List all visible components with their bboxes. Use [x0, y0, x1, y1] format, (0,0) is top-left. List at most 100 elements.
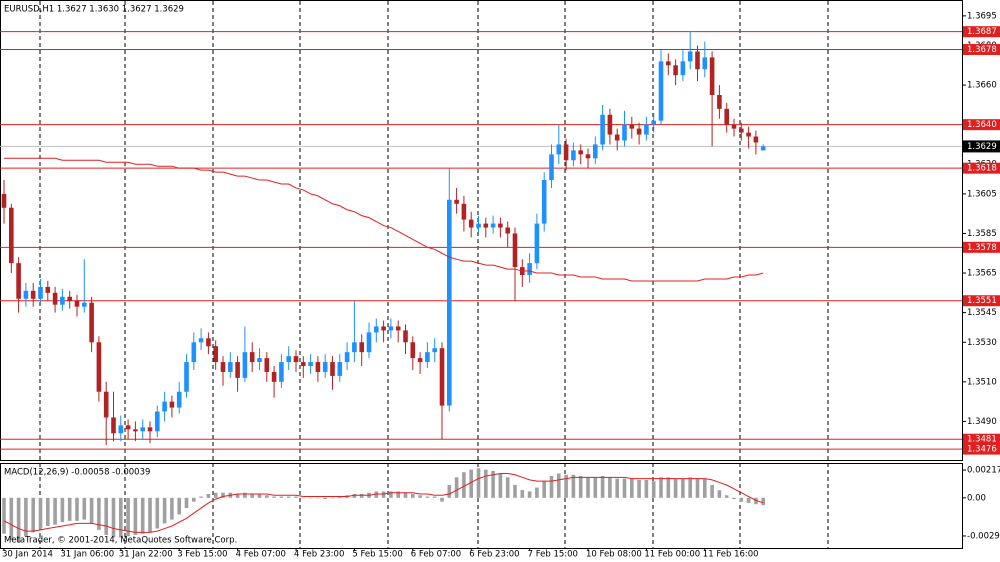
chart-title: EURUSD,H1 1.3627 1.3630 1.3627 1.3629: [4, 5, 184, 15]
macd-bar: [308, 497, 313, 499]
x-tick-label: 7 Feb 15:00: [528, 550, 578, 560]
macd-bar: [257, 493, 262, 498]
macd-bar: [9, 497, 14, 541]
candle-body: [235, 362, 240, 378]
macd-bar: [564, 474, 568, 498]
candle-body: [140, 427, 145, 432]
candle-body: [155, 411, 160, 432]
macd-bar: [352, 493, 357, 498]
macd-bar: [170, 497, 174, 520]
candle-body: [359, 342, 364, 353]
level-label: 1.3476: [967, 445, 997, 455]
macd-bar: [338, 496, 342, 498]
y-tick-label: 0.00217: [967, 466, 1000, 476]
candle-body: [556, 144, 562, 155]
macd-bar: [53, 497, 57, 525]
macd-bar: [38, 497, 43, 529]
candle-body: [23, 290, 29, 299]
macd-bar: [75, 497, 79, 521]
candle-body: [337, 362, 343, 376]
macd-bar: [608, 477, 612, 498]
candle-body: [206, 338, 211, 347]
candle-body: [724, 108, 729, 125]
candle-body: [1, 193, 7, 208]
macd-bar: [316, 497, 320, 499]
candle-body: [147, 427, 153, 432]
candle-body: [191, 342, 197, 363]
x-tick-label: 11 Feb 16:00: [703, 550, 759, 560]
candle-body: [67, 296, 72, 301]
candle-body: [74, 300, 80, 307]
candle-body: [308, 362, 313, 367]
x-tick-label: 4 Feb 23:00: [294, 550, 344, 560]
macd-bar: [593, 477, 598, 498]
candle-body: [739, 128, 744, 133]
macd-bar: [265, 495, 269, 498]
macd-bar: [411, 493, 415, 498]
candle-body: [242, 352, 248, 378]
candle-body: [709, 57, 715, 95]
macd-bar: [542, 481, 546, 498]
macd-bar: [571, 474, 576, 498]
macd-bar: [549, 476, 554, 498]
candle-body: [286, 356, 291, 363]
macd-bar: [235, 493, 240, 498]
macd-bar: [2, 497, 6, 534]
macd-bar: [681, 478, 685, 498]
macd-bar: [462, 472, 466, 498]
candle-body: [483, 223, 489, 228]
macd-bar: [418, 495, 422, 498]
candle-body: [760, 146, 766, 151]
macd-bar: [754, 497, 758, 505]
macd-bar: [454, 477, 459, 498]
macd-bar: [746, 497, 751, 503]
macd-bar: [67, 497, 72, 521]
macd-bar: [213, 492, 218, 498]
candle-body: [468, 219, 474, 228]
x-tick-label: 6 Feb 23:00: [469, 550, 519, 560]
macd-bar: [630, 478, 634, 498]
candle-body: [271, 371, 277, 382]
macd-bar: [97, 497, 101, 530]
current-price-box: [963, 140, 1000, 153]
candle-body: [184, 362, 189, 392]
macd-bar: [432, 496, 437, 498]
candle-body: [695, 51, 700, 70]
macd-bar: [177, 497, 181, 515]
candle-body: [490, 223, 496, 228]
macd-bar: [739, 497, 744, 502]
candle-body: [344, 352, 350, 363]
candle-body: [541, 180, 547, 224]
macd-bar: [286, 496, 291, 498]
macd-bar: [688, 477, 692, 498]
candle-body: [330, 362, 335, 376]
x-tick-label: 31 Jan 06:00: [60, 550, 114, 560]
candle-body: [717, 94, 722, 109]
level-box: [963, 241, 1000, 253]
level-label: 1.3687: [967, 27, 997, 37]
moving-average: [4, 157, 764, 282]
candle-body: [505, 227, 510, 234]
candle-body: [403, 330, 408, 343]
candle-body: [176, 391, 182, 408]
macd-bar: [578, 476, 583, 498]
level-label: 1.3618: [967, 164, 997, 174]
x-tick-label: 31 Jan 22:00: [119, 550, 173, 560]
macd-bar: [651, 481, 656, 498]
macd-bar: [330, 497, 335, 499]
candle-body: [103, 391, 109, 418]
level-box: [963, 295, 1000, 307]
macd-bar: [724, 495, 729, 498]
y-tick-label: 1.3490: [967, 417, 997, 427]
candle-body: [687, 51, 693, 62]
y-tick-label: 1.3660: [967, 81, 997, 91]
main-pane: [0, 0, 963, 461]
y-tick-label: 0.00: [967, 493, 986, 503]
macd-bar: [89, 497, 94, 524]
candle-body: [614, 134, 620, 141]
candle-body: [680, 61, 686, 76]
x-tick-label: 11 Feb 00:00: [644, 550, 700, 560]
candle-body: [746, 132, 751, 137]
